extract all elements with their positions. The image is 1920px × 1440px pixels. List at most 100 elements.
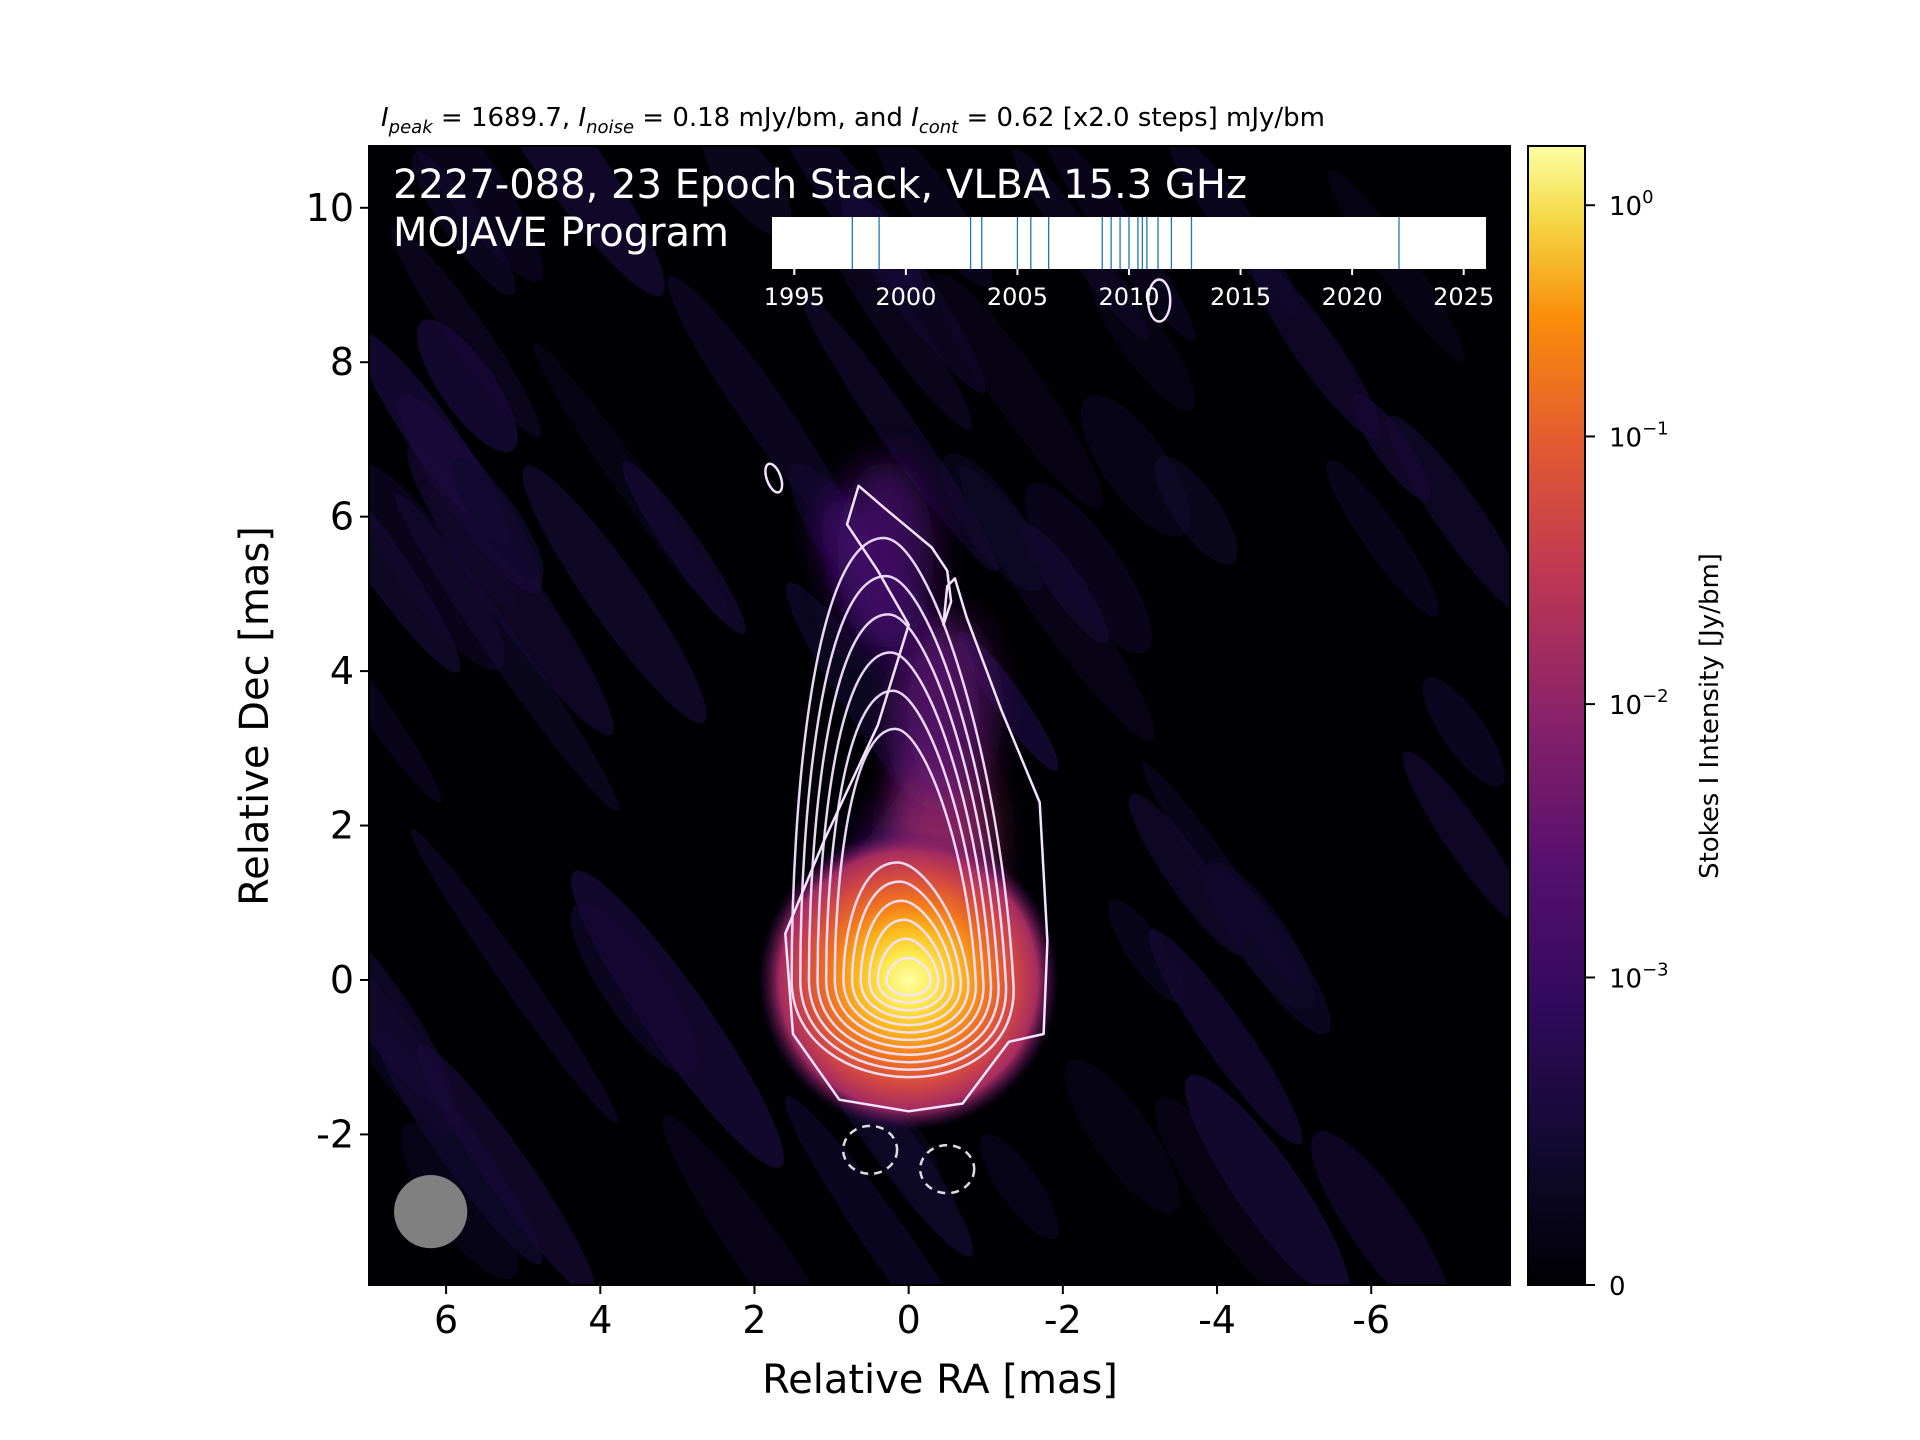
colorbar-tick-label: 0 (1609, 1272, 1626, 1302)
contour-level (876, 937, 940, 1004)
x-tick-label: -6 (1352, 1298, 1390, 1342)
jet-component (837, 460, 934, 651)
noise-streak (416, 319, 518, 453)
y-axis-label: Relative Dec [mas] (232, 526, 278, 906)
y-tick-label: -2 (316, 1112, 354, 1156)
noise-streak (1154, 456, 1238, 565)
noise-value: = 0.18 mJy/bm, and (634, 103, 911, 133)
noise-streak (369, 941, 461, 1141)
noise-streak (1210, 870, 1331, 1035)
noise-streak (667, 276, 858, 544)
jet-component (895, 614, 992, 805)
x-tick-label: 6 (434, 1298, 458, 1342)
contour-level (833, 727, 977, 1042)
noise-streak (785, 1096, 1000, 1285)
noise-streak (1386, 415, 1510, 617)
contour-level (885, 956, 932, 997)
colorbar-ticks: 0 10−3 10−2 10−1 100 (1585, 187, 1669, 1302)
y-tick-label: 0 (330, 958, 354, 1002)
noise-streak (1203, 861, 1315, 1010)
peak-subscript: peak (388, 117, 435, 138)
noise-streak (1402, 751, 1510, 929)
cont-symbol: I (911, 103, 919, 133)
x-axis-label: Relative RA [mas] (762, 1357, 1118, 1403)
noise-streak (1311, 1131, 1451, 1285)
colorbar-tick-label: 100 (1609, 187, 1654, 222)
noise-streak (410, 828, 618, 1123)
y-axis: -2 0 2 4 6 8 10 (306, 186, 369, 1156)
x-tick-label: 4 (588, 1298, 612, 1342)
noise-streak (1154, 1096, 1304, 1285)
contour-layer (764, 278, 1172, 1195)
noise-streak (381, 146, 544, 282)
noise-streak (369, 462, 505, 671)
epoch-tick-label: 2000 (875, 283, 936, 311)
noise-streak (394, 492, 619, 812)
noise-streak (416, 1044, 596, 1285)
plot-frame (368, 145, 1511, 1286)
contour-level (816, 651, 992, 1057)
noise-streak (1251, 259, 1381, 439)
epoch-tick-label: 2005 (987, 283, 1048, 311)
noise-streak (1064, 1059, 1181, 1214)
contour-level (859, 899, 955, 1019)
colorbar: 0 10−3 10−2 10−1 100 Stokes I Intensity [Jy/… (1527, 145, 1725, 1302)
noise-subscript: noise (586, 117, 634, 138)
epoch-tick-label: 2025 (1433, 283, 1494, 311)
noise-streak (1108, 899, 1186, 1004)
x-tick-label: 0 (897, 1298, 921, 1342)
cont-value: = 0.62 [x2.0 steps] mJy/bm (958, 103, 1325, 133)
y-tick-label: 6 (330, 495, 354, 539)
noise-streak (369, 438, 461, 673)
noise-streak (1087, 264, 1196, 412)
epoch-axis: 1995 2000 2005 2010 2015 2020 2025 (764, 269, 1494, 311)
noise-streak (427, 488, 515, 607)
noise-streak (570, 902, 699, 1075)
noise-streak (622, 461, 746, 635)
negative-contour (918, 1143, 976, 1195)
contour-level (799, 574, 1008, 1071)
noise-streak (1080, 394, 1191, 537)
peak-value: = 1689.7, (433, 103, 579, 133)
colorbar-tick-label: 10−3 (1609, 959, 1669, 994)
y-tick-label: 10 (306, 186, 354, 230)
noise-streak (451, 457, 544, 582)
contour-blob (1146, 278, 1172, 323)
noise-streak (391, 226, 541, 438)
noise-streak (454, 146, 666, 297)
negative-contour (841, 1124, 899, 1176)
noise-streak (662, 1115, 867, 1285)
contour-level (790, 536, 1015, 1079)
peak-symbol: I (381, 103, 389, 133)
noise-streak (1184, 1074, 1350, 1285)
x-tick-label: 2 (742, 1298, 766, 1342)
epoch-tick-label: 2015 (1210, 283, 1271, 311)
noise-symbol: I (578, 103, 586, 133)
noise-streak (1128, 793, 1246, 955)
beam-ellipse (394, 1175, 468, 1249)
noise-streak (700, 146, 792, 236)
colorbar-frame (1527, 145, 1586, 1286)
program-title: MOJAVE Program (393, 210, 729, 256)
source-title: 2227-088, 23 Epoch Stack, VLBA 15.3 GHz (393, 162, 1247, 208)
epoch-tick-label: 2020 (1322, 283, 1383, 311)
x-tick-label: -4 (1198, 1298, 1236, 1342)
noise-streak (411, 152, 516, 296)
cont-subscript: cont (919, 117, 959, 138)
noise-streak (801, 293, 998, 572)
noise-streak (1422, 677, 1505, 787)
y-tick-label: 8 (330, 340, 354, 384)
epoch-tick-label: 1995 (764, 283, 825, 311)
noise-streak (822, 219, 972, 430)
contour-outer (784, 484, 1049, 1113)
noise-streak (941, 453, 1046, 591)
colorbar-tick-label: 10−1 (1609, 418, 1669, 453)
epoch-tick-label: 2010 (1098, 283, 1159, 311)
noise-streak (980, 1134, 1059, 1240)
noise-streak (1021, 523, 1109, 644)
contour-level (824, 689, 985, 1049)
noise-streak (1148, 929, 1303, 1145)
x-tick-label: -2 (1044, 1298, 1082, 1342)
noise-streak (959, 466, 1155, 741)
contour-level (868, 918, 947, 1012)
